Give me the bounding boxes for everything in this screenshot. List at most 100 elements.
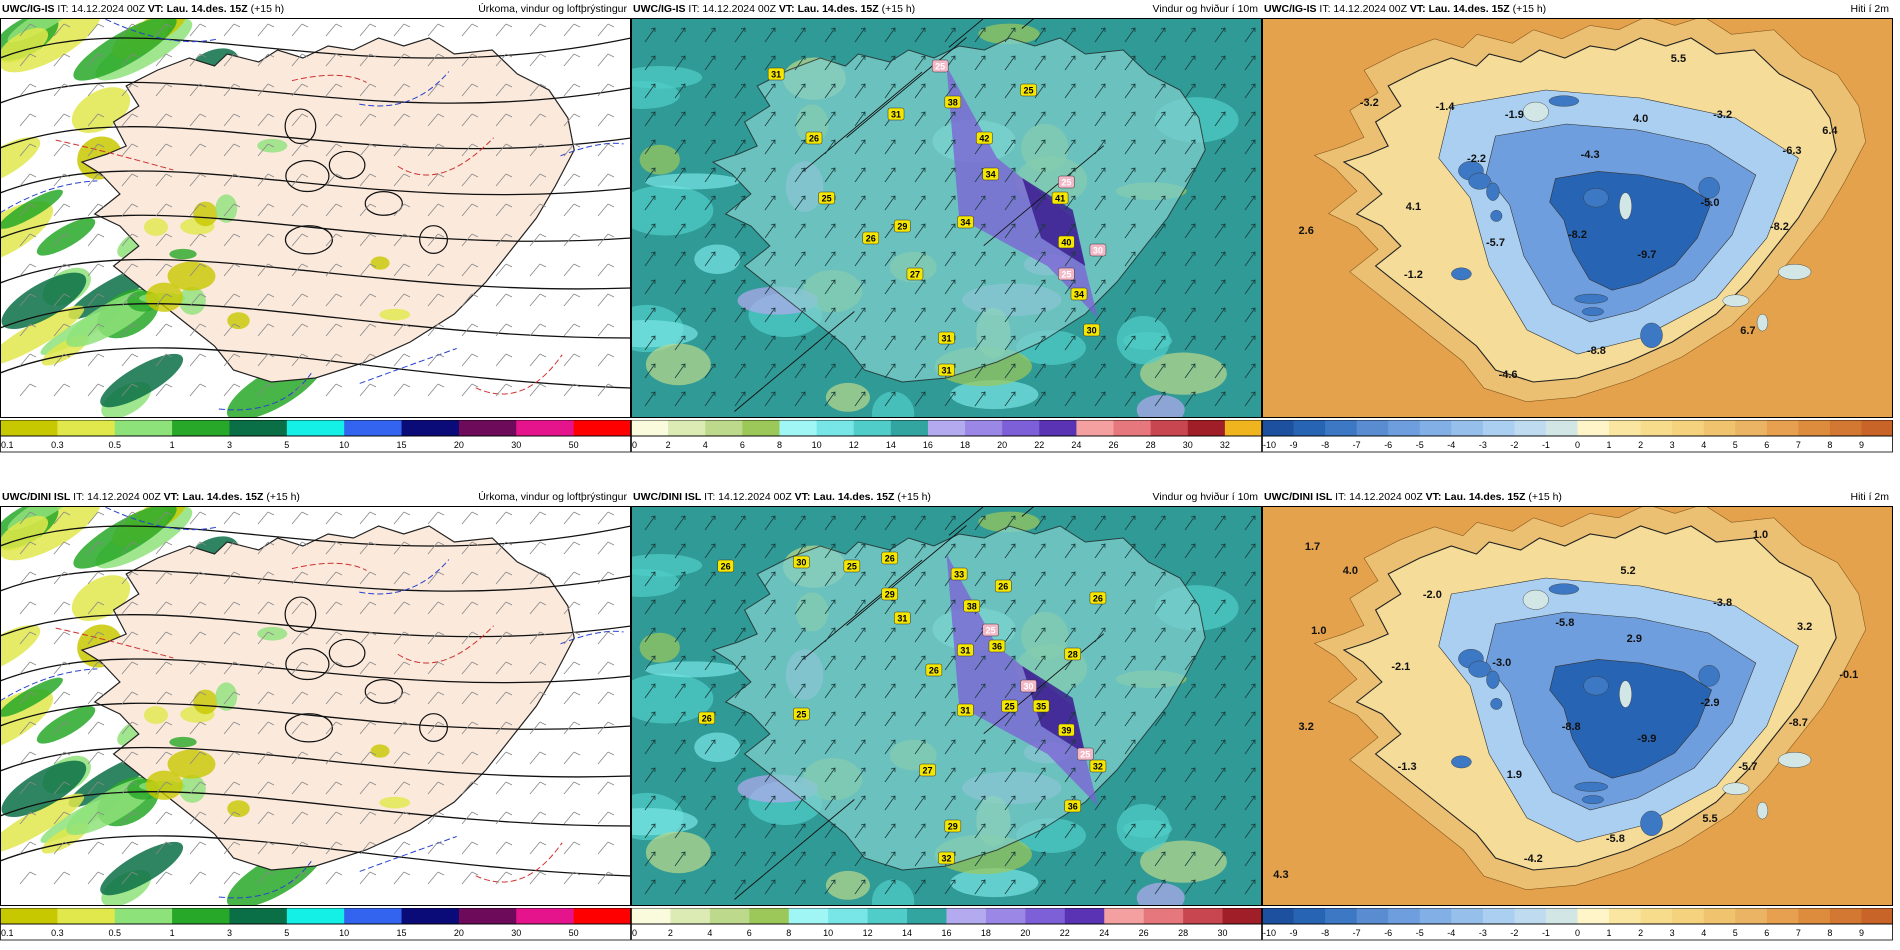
gust-label: 25 [1058, 175, 1075, 189]
gust-label: 25 [793, 707, 810, 721]
legend-tick-label: 20 [454, 440, 464, 450]
gust-label: 39 [1058, 723, 1075, 737]
svg-text:34: 34 [960, 218, 970, 228]
svg-text:31: 31 [960, 646, 970, 656]
legend-tick-label: 7 [1796, 440, 1801, 450]
gust-label: 32 [1089, 759, 1107, 773]
legend-tick-label: 3 [227, 440, 232, 450]
svg-text:30: 30 [796, 558, 806, 568]
panel-header: UWC/DINI ISL IT: 14.12.2024 00Z VT: Lau.… [0, 488, 631, 506]
legend-tick-label: 28 [1146, 440, 1156, 450]
model-name: UWC/IG-IS [633, 3, 686, 15]
gust-label: 29 [894, 219, 911, 233]
temp-value-label: -1.9 [1505, 109, 1524, 121]
svg-text:25: 25 [796, 710, 806, 720]
temp-value-label: -5.0 [1701, 197, 1720, 209]
legend-tick-label: 30 [511, 928, 521, 938]
legend-tick-label: 4 [1701, 440, 1706, 450]
gust-label: 29 [881, 587, 898, 601]
gust-label: 34 [1070, 287, 1088, 301]
svg-text:28: 28 [1068, 650, 1078, 660]
legend-tick-label: -7 [1353, 928, 1361, 938]
panel-run-info: UWC/DINI ISL IT: 14.12.2024 00Z VT: Lau.… [633, 491, 931, 503]
temp-value-label: 5.5 [1702, 813, 1717, 825]
legend-tick-label: -7 [1353, 440, 1361, 450]
map-precip [0, 18, 631, 418]
legend-tick-label: 6 [1764, 928, 1769, 938]
svg-text:25: 25 [1005, 702, 1015, 712]
gust-label: 27 [919, 763, 936, 777]
svg-text:41: 41 [1055, 194, 1065, 204]
legend-tick-label: 4 [703, 440, 708, 450]
legend-tick-label: 0.5 [108, 928, 121, 938]
legend-tick-label: 5 [284, 440, 289, 450]
gust-label: 36 [1064, 799, 1081, 813]
legend-tick-label: 12 [863, 928, 873, 938]
map-temp: 1.0 1.7 4.0 5.2 -2.0 -5.8 -3.8 3.2 2.9 1.0 -3.0 -2.… [1262, 506, 1893, 906]
valid-time: VT: Lau. 14.des. 15Z [144, 3, 248, 15]
legend-tick-label: 1 [170, 928, 175, 938]
svg-text:30: 30 [1024, 682, 1034, 692]
lead-time: (+15 h) [894, 491, 931, 503]
legend-tick-label: 2 [666, 440, 671, 450]
legend-tick-label: 3 [1670, 928, 1675, 938]
temp-value-label: -0.1 [1839, 669, 1858, 681]
legend-tick-label: 2 [1638, 928, 1643, 938]
temp-value-label: 5.5 [1671, 53, 1686, 65]
svg-text:26: 26 [998, 582, 1008, 592]
svg-text:26: 26 [866, 234, 876, 244]
legend-tick-label: 8 [777, 440, 782, 450]
gust-label: 33 [950, 567, 968, 581]
model-name: UWC/IG-IS [2, 3, 55, 15]
legend-tick-label: -6 [1384, 928, 1392, 938]
temp-value-label: 4.3 [1273, 869, 1288, 881]
legend-tick-label: 18 [981, 928, 991, 938]
panel-title: Vindur og hviður í 10m [1152, 3, 1258, 15]
legend-tick-label: 9 [1859, 440, 1864, 450]
temp-value-label: -8.2 [1568, 229, 1587, 241]
panel-run-info: UWC/DINI ISL IT: 14.12.2024 00Z VT: Lau.… [2, 491, 300, 503]
svg-text:26: 26 [702, 714, 712, 724]
svg-text:29: 29 [885, 590, 895, 600]
legend-tick-label: -2 [1510, 440, 1518, 450]
legend-tick-label: 0.5 [108, 440, 121, 450]
legend-tick-label: -5 [1416, 440, 1424, 450]
legend-tick-label: 8 [786, 928, 791, 938]
colorbar-legend: 0.1 0.3 0.5 1 3 5 10 15 20 30 50 [0, 420, 631, 453]
gust-label: 31 [938, 363, 955, 377]
temp-value-label: 4.0 [1343, 565, 1358, 577]
temp-value-label: 6.4 [1822, 125, 1838, 137]
gust-label: 38 [944, 95, 962, 109]
legend-tick-label: 0 [1575, 440, 1580, 450]
svg-text:38: 38 [948, 98, 958, 108]
gust-label: 31 [938, 331, 955, 345]
legend-tick-label: -10 [1263, 440, 1276, 450]
panel-dini-precip: UWC/DINI ISL IT: 14.12.2024 00Z VT: Lau.… [0, 488, 631, 950]
svg-text:30: 30 [1093, 246, 1103, 256]
legend-tick-label: -2 [1510, 928, 1518, 938]
legend-tick-label: 30 [1218, 928, 1228, 938]
gust-label: 30 [1020, 679, 1037, 693]
legend-tick-label: 14 [902, 928, 912, 938]
gust-label: 26 [881, 551, 898, 565]
gust-label: 31 [767, 67, 785, 81]
temp-value-label: -2.2 [1467, 153, 1486, 165]
temp-value-label: -3.0 [1492, 657, 1511, 669]
svg-text:38: 38 [967, 602, 977, 612]
svg-text:25: 25 [1061, 270, 1071, 280]
svg-text:42: 42 [979, 134, 989, 144]
temp-value-label: -1.3 [1398, 761, 1417, 773]
legend-tick-label: 10 [339, 928, 349, 938]
svg-text:32: 32 [941, 854, 951, 864]
legend-tick-label: 28 [1178, 928, 1188, 938]
svg-text:33: 33 [954, 570, 964, 580]
legend-tick-label: 6 [747, 928, 752, 938]
legend-tick-label: 0.1 [1, 440, 14, 450]
legend-tick-label: 2 [1638, 440, 1643, 450]
svg-text:36: 36 [992, 642, 1002, 652]
run-time: 14.12.2024 00Z [702, 3, 776, 15]
legend-tick-label: 10 [812, 440, 822, 450]
temp-value-label: -1.4 [1436, 101, 1456, 113]
temp-value-label: -3.2 [1360, 97, 1379, 109]
